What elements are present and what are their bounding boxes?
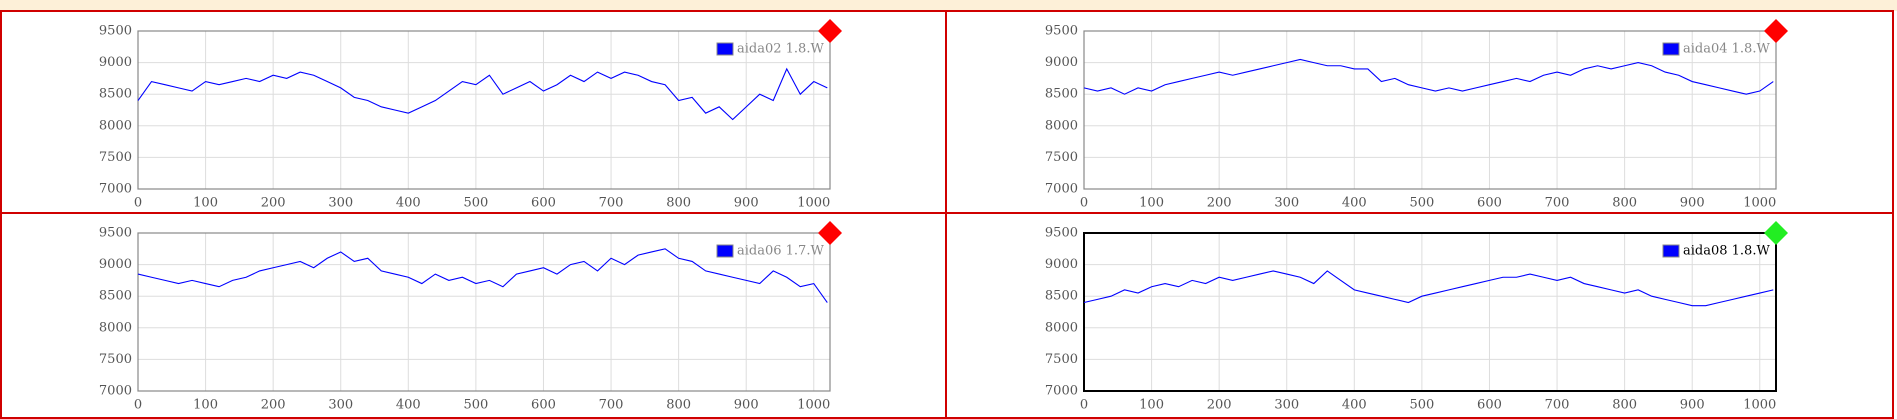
y-tick-label: 8000 (99, 320, 132, 335)
x-tick-label: 0 (1080, 398, 1088, 413)
y-tick-label: 8500 (99, 289, 132, 304)
x-tick-label: 400 (1342, 398, 1367, 413)
x-tick-label: 900 (1680, 398, 1705, 413)
y-tick-label: 8500 (1045, 289, 1078, 304)
legend-swatch (716, 244, 734, 258)
x-tick-label: 1000 (1743, 196, 1776, 211)
x-tick-label: 1000 (1743, 398, 1776, 413)
x-tick-label: 200 (1207, 196, 1232, 211)
x-tick-label: 600 (1477, 196, 1502, 211)
y-tick-label: 8000 (1045, 118, 1078, 133)
x-tick-label: 1000 (797, 398, 830, 413)
x-tick-label: 700 (1545, 398, 1570, 413)
x-tick-label: 700 (1545, 196, 1570, 211)
x-tick-label: 700 (599, 196, 624, 211)
line-series (137, 67, 828, 121)
x-tick-label: 500 (463, 196, 488, 211)
plot-frame (137, 30, 831, 190)
x-tick-label: 400 (396, 196, 421, 211)
legend-label: aida04 1.8.W (1683, 42, 1770, 57)
plot-frame (1083, 232, 1777, 392)
x-tick-label: 900 (734, 196, 759, 211)
x-tick-label: 600 (531, 398, 556, 413)
x-tick-label: 500 (463, 398, 488, 413)
x-tick-label: 0 (1080, 196, 1088, 211)
line-series (1083, 270, 1774, 307)
x-tick-label: 700 (599, 398, 624, 413)
legend-label: aida02 1.8.W (737, 42, 824, 57)
status-indicator (818, 19, 842, 43)
x-tick-label: 400 (396, 398, 421, 413)
x-tick-label: 200 (261, 196, 286, 211)
x-tick-label: 900 (734, 398, 759, 413)
y-tick-label: 7500 (99, 150, 132, 165)
x-tick-label: 300 (1274, 196, 1299, 211)
x-tick-label: 0 (134, 196, 142, 211)
y-tick-label: 8000 (99, 118, 132, 133)
x-tick-label: 200 (1207, 398, 1232, 413)
x-tick-label: 800 (1612, 398, 1637, 413)
legend-label: aida08 1.8.W (1683, 244, 1770, 259)
x-tick-label: 900 (1680, 196, 1705, 211)
x-tick-label: 600 (1477, 398, 1502, 413)
y-tick-label: 7000 (99, 384, 132, 399)
legend-label: aida06 1.7.W (737, 244, 824, 259)
x-tick-label: 500 (1409, 398, 1434, 413)
y-tick-label: 7000 (99, 182, 132, 197)
x-tick-label: 100 (193, 398, 218, 413)
y-tick-label: 9500 (1045, 24, 1078, 39)
y-tick-label: 7000 (1045, 384, 1078, 399)
x-tick-label: 100 (1139, 398, 1164, 413)
y-tick-label: 7500 (1045, 352, 1078, 367)
status-indicator (818, 221, 842, 245)
line-series (1083, 58, 1774, 95)
y-tick-label: 9500 (99, 24, 132, 39)
plot-frame (137, 232, 831, 392)
status-indicator (1764, 19, 1788, 43)
x-tick-label: 400 (1342, 196, 1367, 211)
x-tick-label: 200 (261, 398, 286, 413)
line-series (137, 248, 828, 303)
cell-borders (0, 10, 1894, 419)
y-tick-label: 9000 (99, 257, 132, 272)
x-tick-label: 800 (1612, 196, 1637, 211)
x-tick-label: 100 (1139, 196, 1164, 211)
legend-swatch (716, 42, 734, 56)
y-tick-label: 9500 (99, 226, 132, 241)
y-tick-label: 8500 (99, 87, 132, 102)
x-tick-label: 600 (531, 196, 556, 211)
legend-swatch (1662, 244, 1680, 258)
top-band (0, 0, 1897, 11)
x-tick-label: 100 (193, 196, 218, 211)
x-tick-label: 800 (666, 196, 691, 211)
y-tick-label: 8500 (1045, 87, 1078, 102)
y-tick-label: 7000 (1045, 182, 1078, 197)
x-tick-label: 500 (1409, 196, 1434, 211)
y-tick-label: 8000 (1045, 320, 1078, 335)
y-tick-label: 9000 (1045, 55, 1078, 70)
x-tick-label: 300 (328, 196, 353, 211)
legend-swatch (1662, 42, 1680, 56)
x-tick-label: 1000 (797, 196, 830, 211)
status-indicator (1764, 221, 1788, 245)
x-tick-label: 300 (328, 398, 353, 413)
y-tick-label: 7500 (1045, 150, 1078, 165)
y-tick-label: 9000 (99, 55, 132, 70)
x-tick-label: 800 (666, 398, 691, 413)
x-tick-label: 300 (1274, 398, 1299, 413)
plot-frame (1083, 30, 1777, 190)
y-tick-label: 7500 (99, 352, 132, 367)
y-tick-label: 9000 (1045, 257, 1078, 272)
x-tick-label: 0 (134, 398, 142, 413)
y-tick-label: 9500 (1045, 226, 1078, 241)
